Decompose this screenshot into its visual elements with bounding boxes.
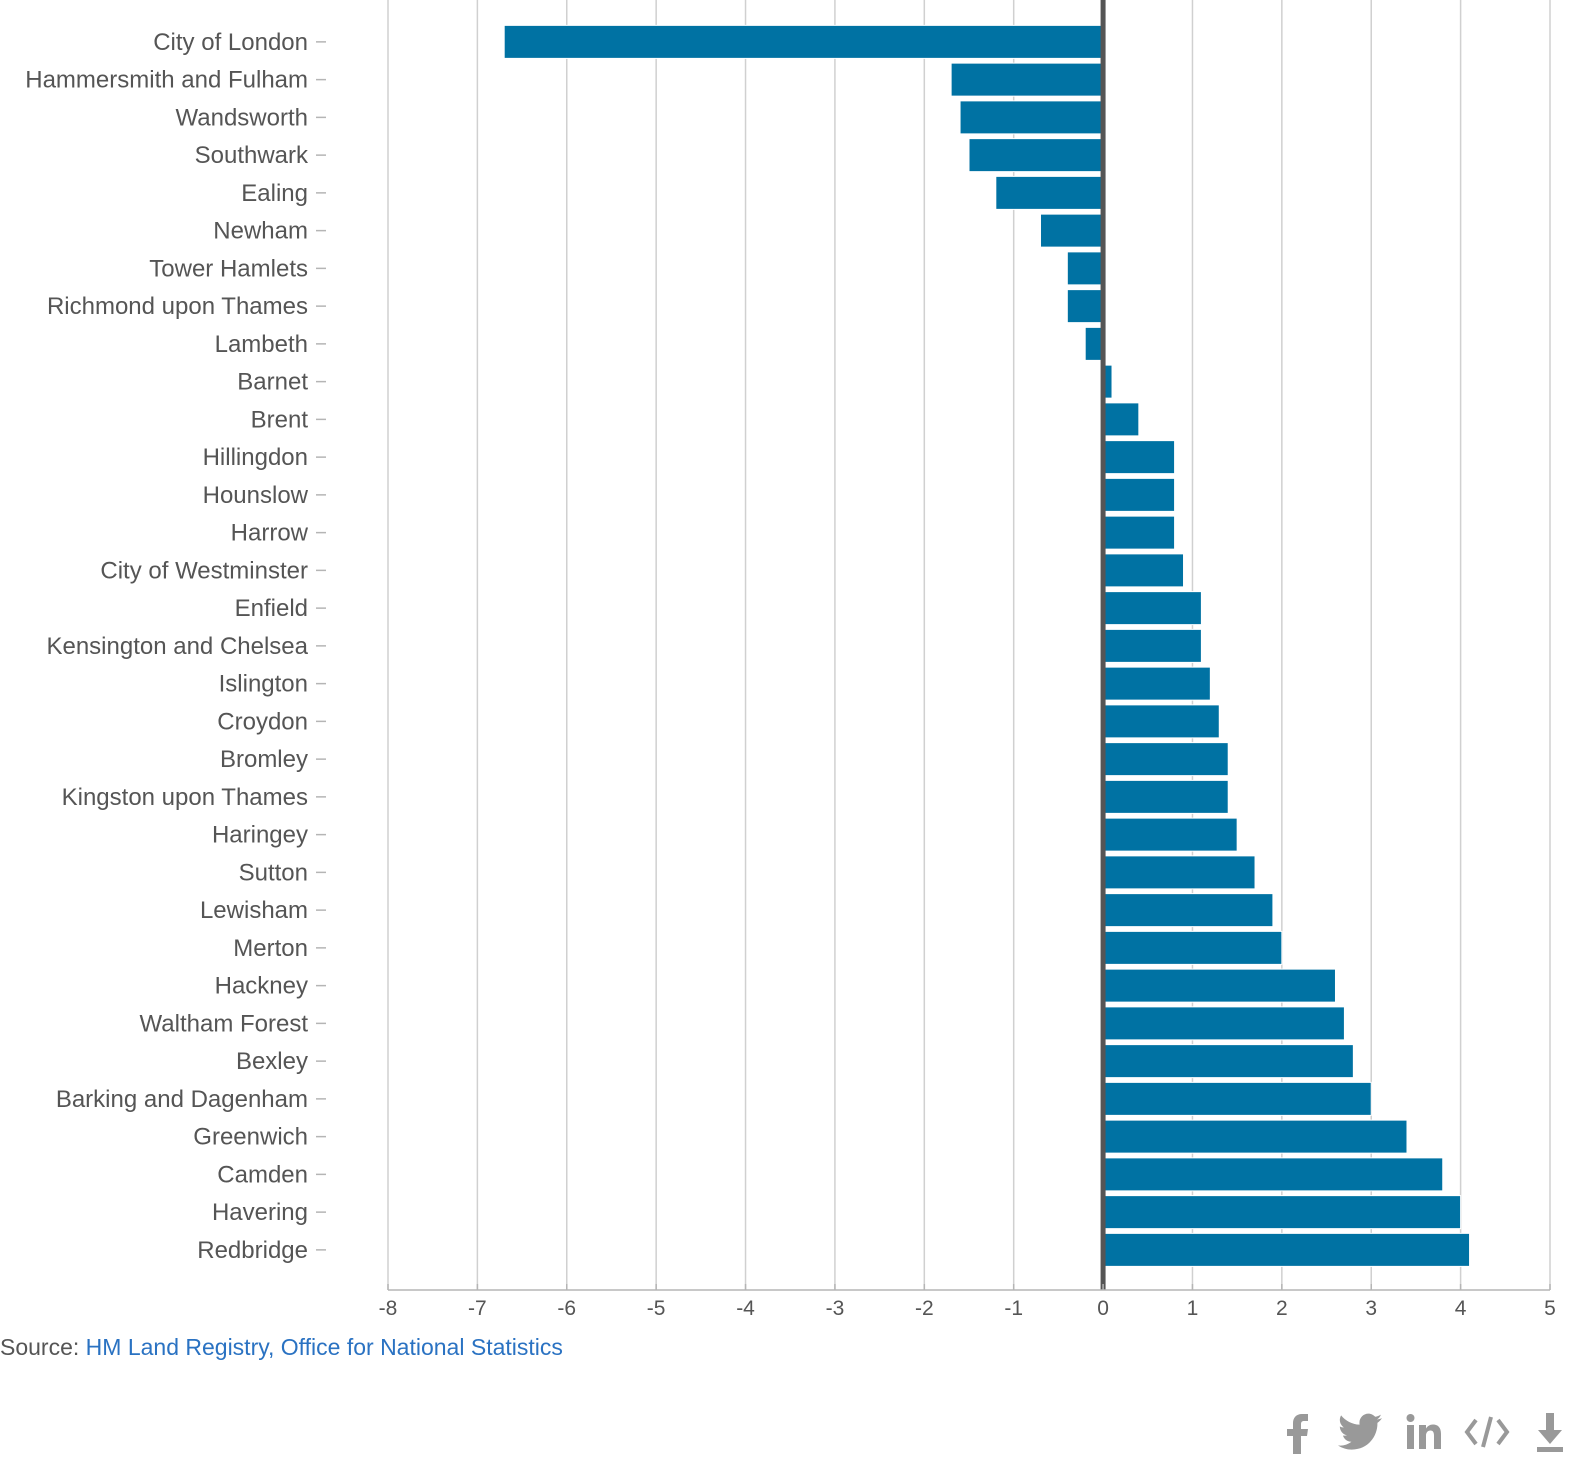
category-label: Harrow [231,520,309,547]
bar[interactable] [1102,968,1336,1003]
bar[interactable] [1102,440,1176,475]
x-tick-label: -5 [647,1297,666,1320]
category-label: Hounslow [203,482,309,509]
bar[interactable] [1102,477,1176,512]
category-label: City of Westminster [100,557,308,584]
category-label: Bromley [220,746,308,773]
twitter-icon [1338,1413,1382,1450]
bar[interactable] [1102,1232,1471,1267]
category-label: Tower Hamlets [149,255,308,282]
embed-icon [1464,1416,1510,1448]
category-label: Hackney [215,973,308,1000]
category-label: Barking and Dagenham [56,1086,308,1113]
x-tick-label: 3 [1365,1297,1377,1320]
bar[interactable] [1102,704,1220,739]
x-axis: -8 -7 -6 -5 -4 -3 -2 -1 0 1 2 3 4 5 [379,1284,1556,1320]
bar[interactable] [1066,251,1104,286]
category-label: Kensington and Chelsea [46,633,308,660]
download-icon [1537,1413,1563,1452]
category-label: Kingston upon Thames [62,784,308,811]
category-label: Waltham Forest [140,1010,309,1037]
bar[interactable] [1084,326,1104,361]
x-tick-label: -2 [915,1297,934,1320]
bar[interactable] [1102,742,1229,777]
category-labels: City of London Hammersmith and Fulham Wand… [25,29,326,1264]
bar[interactable] [1102,666,1211,701]
x-tick-label: -7 [468,1297,487,1320]
bar[interactable] [1102,591,1202,626]
bar[interactable] [1102,553,1185,588]
category-label: Camden [217,1161,308,1188]
bar[interactable] [1102,1195,1462,1230]
bar[interactable] [1102,893,1274,928]
bar[interactable] [968,138,1104,173]
bars [503,24,1471,1267]
category-label: Bexley [236,1048,308,1075]
source-prefix: Source: [0,1334,86,1360]
linkedin-icon [1406,1414,1441,1449]
category-label: Hammersmith and Fulham [25,67,308,94]
twitter-button[interactable] [1336,1408,1384,1456]
category-label: Haringey [212,822,308,849]
category-label: Merton [233,935,308,962]
category-label: Newham [213,218,308,245]
x-tick-label: -4 [736,1297,755,1320]
linkedin-button[interactable] [1402,1408,1446,1456]
x-tick-label: 2 [1276,1297,1288,1320]
category-label: Brent [251,406,309,433]
category-label: Greenwich [193,1124,308,1151]
category-label: Ealing [241,180,308,207]
bar[interactable] [1102,817,1238,852]
x-tick-label: 1 [1187,1297,1199,1320]
bar[interactable] [959,100,1104,135]
x-tick-label: -6 [557,1297,576,1320]
x-tick-label: -3 [826,1297,845,1320]
bar[interactable] [1102,1081,1372,1116]
category-label: Lewisham [200,897,308,924]
bar-chart: City of London Hammersmith and Fulham Wand… [25,0,1556,1320]
bar[interactable] [1102,515,1176,550]
category-label: Richmond upon Thames [47,293,308,320]
bar[interactable] [1102,779,1229,814]
category-label: Hillingdon [203,444,308,471]
category-label: Wandsworth [176,104,309,131]
bar[interactable] [1102,1006,1345,1041]
category-label: City of London [153,29,308,56]
download-button[interactable] [1532,1408,1568,1456]
bar[interactable] [1066,289,1104,324]
source-note: Source: HM Land Registry, Office for Nat… [0,1334,563,1361]
x-tick-label: 4 [1455,1297,1467,1320]
category-label: Croydon [217,708,308,735]
bar[interactable] [1102,1044,1354,1079]
category-label: Sutton [239,859,308,886]
category-label: Enfield [235,595,308,622]
x-tick-label: 5 [1544,1297,1556,1320]
x-tick-label: 0 [1097,1297,1109,1320]
category-label: Barnet [237,369,308,396]
bar[interactable] [503,24,1104,59]
bar[interactable] [995,175,1104,210]
share-bar [0,1408,1578,1458]
category-label: Havering [212,1199,308,1226]
facebook-button[interactable] [1280,1408,1314,1456]
bar[interactable] [1102,1119,1408,1154]
x-tick-label: -8 [379,1297,398,1320]
bar[interactable] [1102,402,1140,437]
x-tick-label: -1 [1004,1297,1023,1320]
bar[interactable] [1102,930,1283,965]
bar[interactable] [1102,628,1202,663]
bar[interactable] [1102,855,1256,890]
source-link[interactable]: HM Land Registry, Office for National St… [85,1334,563,1360]
category-label: Islington [219,671,308,698]
bar[interactable] [950,62,1104,97]
bar[interactable] [1040,213,1104,248]
grid-lines [387,0,1551,1290]
category-label: Redbridge [197,1237,308,1264]
category-label: Southwark [195,142,309,169]
category-label: Lambeth [215,331,308,358]
embed-button[interactable] [1462,1408,1512,1456]
facebook-icon [1287,1414,1308,1454]
bar[interactable] [1102,1157,1444,1192]
